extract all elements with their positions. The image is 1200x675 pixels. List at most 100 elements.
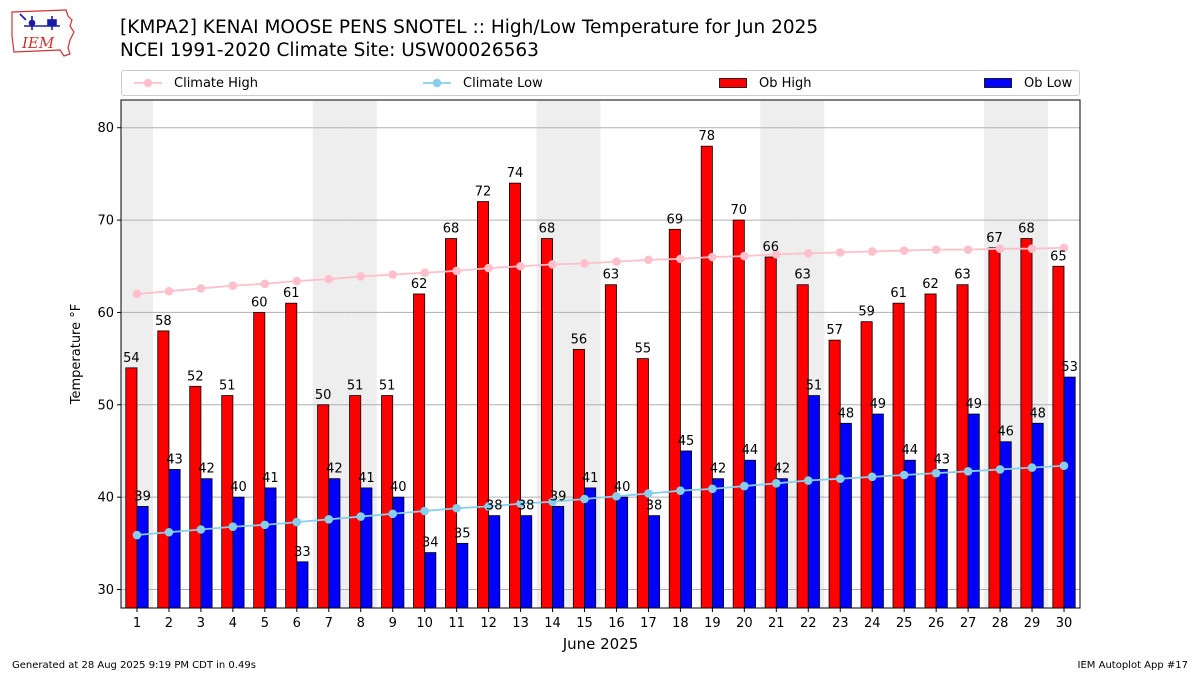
ob-high-bar bbox=[828, 339, 841, 609]
x-tick-label: 4 bbox=[229, 616, 237, 631]
climate-low-point bbox=[420, 506, 429, 516]
climate-high-line bbox=[136, 246, 1065, 295]
ob-low-label: 33 bbox=[294, 545, 311, 560]
ob-high-label: 74 bbox=[507, 166, 524, 181]
climate-high-point bbox=[899, 246, 909, 255]
ob-high-label: 66 bbox=[762, 240, 779, 255]
chart-subtitle: NCEI 1991-2020 Climate Site: USW00026563 bbox=[120, 40, 539, 61]
climate-low-point bbox=[803, 476, 813, 485]
ob-low-label: 42 bbox=[774, 462, 791, 477]
climate-high-point bbox=[228, 281, 238, 290]
ob-low-bar bbox=[680, 450, 693, 609]
climate-high-point bbox=[516, 261, 525, 271]
x-tick-label: 18 bbox=[672, 616, 689, 631]
ob-low-label: 46 bbox=[997, 425, 1014, 440]
ob-high-label: 68 bbox=[539, 222, 556, 237]
climate-low-point bbox=[644, 489, 653, 498]
climate-low-point bbox=[995, 465, 1005, 474]
climate-low-point bbox=[963, 467, 973, 476]
climate-high-point bbox=[963, 245, 973, 254]
ob-high-bar bbox=[924, 293, 937, 609]
iem-logo: IEM bbox=[11, 9, 75, 57]
ob-low-label: 53 bbox=[1061, 360, 1078, 375]
x-tick-label: 30 bbox=[1056, 616, 1073, 631]
ob-low-bar bbox=[1063, 376, 1076, 609]
climate-low-point bbox=[356, 512, 366, 521]
x-tick-label: 29 bbox=[1024, 616, 1041, 631]
climate-high-point bbox=[196, 284, 206, 293]
legend-label-ob-low: Ob Low bbox=[1024, 75, 1073, 91]
ob-high-label: 68 bbox=[443, 222, 460, 237]
climate-low-point bbox=[388, 509, 398, 519]
ob-low-label: 38 bbox=[486, 499, 503, 514]
ob-low-label: 34 bbox=[422, 536, 439, 551]
x-tick-label: 28 bbox=[992, 616, 1009, 631]
x-tick-label: 10 bbox=[416, 616, 433, 631]
climate-high-point bbox=[995, 244, 1005, 254]
ob-high-label: 56 bbox=[571, 332, 588, 347]
ob-high-label: 51 bbox=[379, 379, 396, 394]
climate-low-point bbox=[196, 525, 206, 534]
ob-high-bar bbox=[125, 367, 138, 609]
ob-high-label: 57 bbox=[826, 323, 843, 338]
ob-low-bar bbox=[871, 413, 884, 609]
ob-low-bar bbox=[456, 542, 469, 609]
x-tick-label: 27 bbox=[960, 616, 977, 631]
ob-high-bar bbox=[221, 395, 234, 609]
ob-high-bar bbox=[732, 219, 745, 609]
climate-low-point bbox=[931, 468, 941, 478]
climate-low-point bbox=[132, 530, 142, 540]
ob-high-label: 69 bbox=[667, 212, 684, 227]
climate-low-point bbox=[1027, 463, 1037, 472]
ob-low-label: 42 bbox=[326, 462, 343, 477]
ob-low-bar bbox=[136, 505, 149, 609]
ob-low-label: 42 bbox=[198, 462, 215, 477]
ob-low-bar bbox=[552, 505, 565, 609]
ob-low-bar bbox=[648, 515, 661, 609]
climate-low-point bbox=[835, 474, 845, 483]
footer-generated: Generated at 28 Aug 2025 9:19 PM CDT in … bbox=[12, 660, 256, 671]
climate-high-point bbox=[867, 247, 877, 256]
climate-high-point bbox=[580, 259, 589, 268]
climate-high-point bbox=[452, 266, 461, 276]
ob-high-label: 62 bbox=[922, 277, 939, 292]
legend-label-climate-high: Climate High bbox=[174, 75, 259, 91]
climate-low-point bbox=[260, 520, 270, 530]
climate-high-point bbox=[292, 276, 302, 286]
x-tick-label: 11 bbox=[448, 616, 465, 631]
ob-high-bar bbox=[636, 358, 649, 609]
footer-app: IEM Autoplot App #17 bbox=[1077, 660, 1188, 671]
ob-low-bar bbox=[360, 487, 373, 609]
ob-high-label: 51 bbox=[219, 379, 236, 394]
ob-low-bar bbox=[200, 478, 213, 609]
climate-high-point bbox=[772, 249, 781, 259]
x-tick-label: 2 bbox=[165, 616, 173, 631]
ob-high-bar bbox=[477, 201, 490, 609]
ob-high-label: 63 bbox=[794, 268, 811, 283]
climate-high-point bbox=[740, 251, 749, 261]
legend-label-ob-high: Ob High bbox=[759, 75, 812, 91]
climate-low-point bbox=[484, 502, 493, 511]
y-tick-label: 70 bbox=[97, 214, 114, 229]
ob-low-bar bbox=[807, 395, 820, 609]
climate-high-point bbox=[356, 272, 366, 281]
climate-low-swatch bbox=[423, 78, 451, 88]
ob-high-bar bbox=[381, 395, 394, 609]
y-tick-label: 80 bbox=[97, 121, 114, 136]
climate-low-point bbox=[1059, 461, 1069, 471]
y-tick-label: 40 bbox=[97, 491, 114, 506]
climate-low-point bbox=[516, 499, 525, 508]
ob-low-bar bbox=[264, 487, 277, 609]
ob-low-bar bbox=[168, 469, 181, 609]
ob-high-label: 60 bbox=[251, 295, 268, 310]
x-tick-label: 17 bbox=[640, 616, 657, 631]
ob-low-label: 38 bbox=[646, 499, 663, 514]
x-tick-label: 15 bbox=[576, 616, 593, 631]
climate-high-point bbox=[612, 257, 621, 266]
ob-high-label: 59 bbox=[858, 305, 875, 320]
ob-high-label: 54 bbox=[123, 351, 140, 366]
climate-low-point bbox=[867, 472, 877, 482]
ob-high-bar bbox=[1052, 265, 1065, 609]
climate-low-point bbox=[772, 479, 781, 488]
x-tick-label: 14 bbox=[544, 616, 561, 631]
